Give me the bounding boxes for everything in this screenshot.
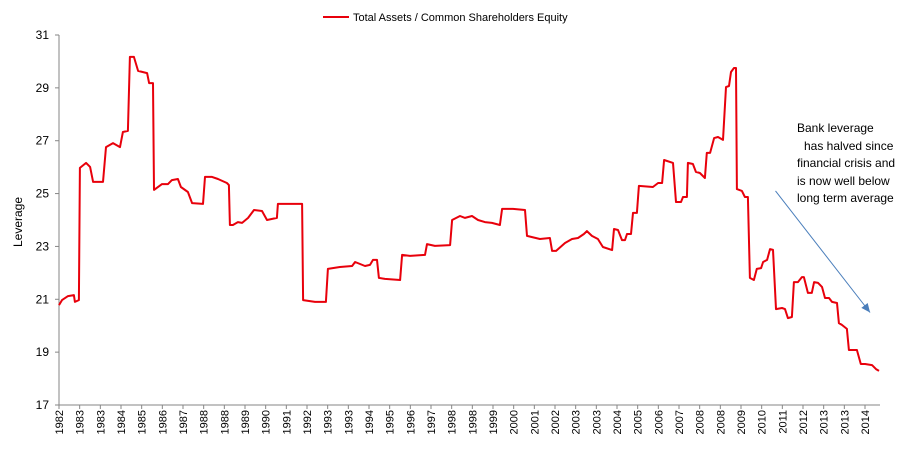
- x-tick-label: 2009: [736, 410, 748, 434]
- x-tick-label: 2007: [674, 410, 686, 434]
- x-tick-label: 1994: [364, 410, 376, 434]
- y-tick-label: 23: [36, 239, 50, 253]
- x-tick-label: 1983: [75, 410, 87, 434]
- x-tick-label: 1985: [137, 410, 149, 434]
- x-tick-label: 1990: [261, 410, 273, 434]
- x-tick-label: 2006: [653, 410, 665, 434]
- y-axis-label: Leverage: [11, 197, 25, 247]
- x-tick-label: 1991: [281, 410, 293, 434]
- x-tick-label: 1988: [219, 410, 231, 434]
- x-tick-label: 2010: [757, 410, 769, 434]
- x-tick-label: 2005: [633, 410, 645, 434]
- y-tick-label: 21: [36, 292, 50, 306]
- x-tick-label: 2008: [715, 410, 727, 434]
- x-tick-label: 2011: [777, 410, 789, 434]
- x-tick-label: 1998: [467, 410, 479, 434]
- x-tick-label: 1982: [54, 410, 66, 434]
- x-tick-label: 2003: [571, 410, 583, 434]
- annotation-line: financial crisis and: [797, 156, 895, 170]
- annotation-line: has halved since: [804, 139, 894, 153]
- y-tick-label: 31: [36, 28, 50, 42]
- x-tick-label: 2003: [591, 410, 603, 434]
- annotation-line: Bank leverage: [797, 121, 874, 135]
- x-tick-label: 2008: [695, 410, 707, 434]
- x-tick-label: 1983: [95, 410, 107, 434]
- x-tick-label: 1986: [157, 410, 169, 434]
- x-tick-label: 1995: [385, 410, 397, 434]
- x-tick-label: 2000: [509, 410, 521, 434]
- y-tick-label: 25: [36, 187, 50, 201]
- legend: Total Assets / Common Shareholders Equit…: [323, 12, 568, 24]
- annotation-arrow-line: [775, 190, 871, 313]
- x-tick-label: 2001: [529, 410, 541, 434]
- x-tick-label: 2013: [839, 410, 851, 434]
- x-tick-label: 1987: [178, 410, 190, 434]
- annotation-line: is now well below: [797, 174, 890, 188]
- y-tick-label: 29: [36, 81, 50, 95]
- x-tick-label: 1993: [343, 410, 355, 434]
- annotation: Bank leverage has halved since financial…: [775, 121, 895, 313]
- x-tick-label: 1997: [426, 410, 438, 434]
- x-tick-label: 1996: [405, 410, 417, 434]
- x-tick-label: 1984: [116, 410, 128, 434]
- x-tick-label: 1999: [488, 410, 500, 434]
- y-tick-label: 19: [36, 345, 50, 359]
- x-tick-label: 2013: [819, 410, 831, 434]
- y-tick-label: 17: [36, 398, 50, 412]
- x-tick-label: 2002: [550, 410, 562, 434]
- x-tick-label: 2012: [798, 410, 810, 434]
- x-tick-label: 1998: [447, 410, 459, 434]
- x-tick-label: 1993: [323, 410, 335, 434]
- series-line: [58, 55, 880, 372]
- x-tick-label: 1992: [302, 410, 314, 434]
- x-tick-label: 2014: [860, 410, 872, 434]
- annotation-line: long term average: [797, 191, 894, 205]
- x-tick-label: 1989: [240, 410, 252, 434]
- legend-label: Total Assets / Common Shareholders Equit…: [353, 12, 568, 24]
- x-tick-label: 2004: [612, 410, 624, 434]
- y-tick-label: 27: [36, 134, 50, 148]
- arrow-head-icon: [861, 302, 871, 313]
- x-tick-label: 1988: [199, 410, 211, 434]
